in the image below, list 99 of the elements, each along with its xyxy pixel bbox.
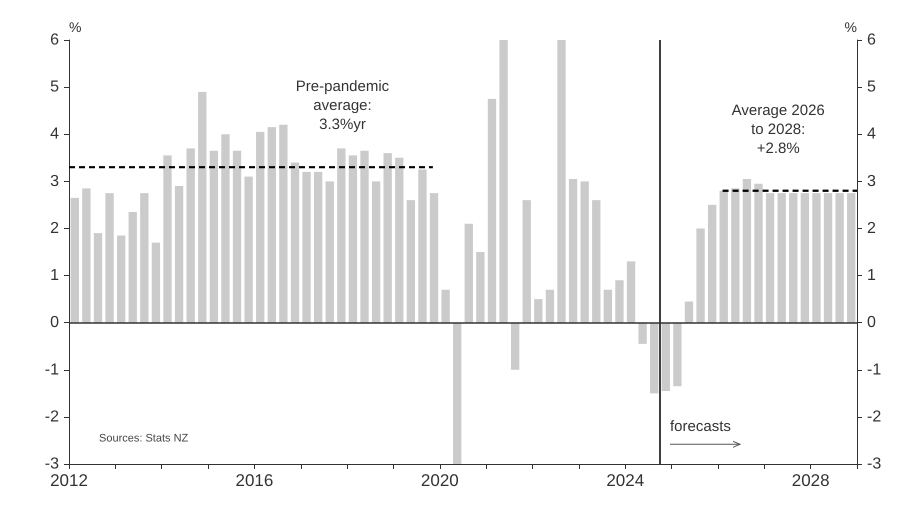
bar	[232, 150, 242, 323]
x-tick-label: 2016	[236, 471, 274, 490]
bar	[580, 181, 589, 323]
annotation: Pre-pandemic average: 3.3%yr	[296, 78, 390, 134]
bar	[789, 193, 798, 323]
y-tick-label: 4	[50, 126, 60, 143]
y2-tick-label: -2	[867, 408, 882, 426]
bar	[430, 193, 438, 323]
bar	[70, 198, 79, 323]
bar	[395, 158, 404, 323]
bar	[418, 170, 427, 323]
bar	[163, 155, 172, 323]
bar	[82, 188, 91, 323]
y-tick-label: 3	[50, 172, 60, 190]
y-tick-label: 5	[50, 78, 60, 96]
y2-axis-title: %	[844, 19, 857, 35]
bar	[604, 290, 612, 323]
bar	[650, 322, 658, 394]
bar	[210, 150, 218, 323]
annotation: Sources: Stats NZ	[99, 432, 189, 444]
bar	[360, 150, 369, 323]
bar	[105, 193, 114, 323]
bar	[326, 181, 334, 323]
bar	[673, 322, 682, 386]
bar	[268, 127, 276, 323]
bar	[568, 178, 578, 323]
bar	[824, 193, 832, 323]
x-tick-label: 2024	[606, 471, 644, 490]
bar	[557, 40, 566, 323]
bar	[94, 233, 102, 323]
bar	[348, 155, 358, 323]
annotation: Average 2026 to 2028: +2.8%	[732, 102, 825, 157]
bar	[546, 290, 554, 323]
y2-tick-label: 2	[867, 220, 876, 237]
bar	[684, 301, 694, 323]
bar	[441, 290, 450, 323]
bar	[626, 261, 636, 323]
y-tick-label: 0	[50, 314, 60, 332]
bar	[152, 242, 160, 323]
y2-tick-label: 4	[867, 126, 876, 143]
bar	[186, 148, 195, 323]
bar	[221, 134, 230, 323]
bar	[766, 193, 774, 323]
y2-tick-label: 6	[867, 32, 876, 48]
bar	[244, 176, 253, 323]
bar	[406, 200, 416, 323]
bar	[696, 228, 705, 323]
y2-tick-label: 0	[867, 314, 876, 332]
bar	[812, 193, 821, 323]
bar	[615, 280, 624, 323]
bar	[314, 172, 322, 323]
bar	[662, 322, 670, 391]
bar	[742, 178, 752, 323]
annotation: forecasts	[670, 418, 731, 435]
y2-tick-label: 1	[867, 267, 876, 284]
bar	[708, 204, 716, 323]
bar	[279, 124, 288, 323]
bar	[453, 322, 462, 464]
bar	[835, 193, 844, 323]
y-tick-label: 1	[50, 267, 60, 284]
bar	[522, 200, 531, 323]
bar	[847, 193, 856, 323]
bar	[510, 322, 520, 370]
bar	[174, 186, 184, 323]
y2-tick-label: 5	[867, 78, 876, 96]
bar	[256, 132, 264, 323]
bar	[198, 92, 206, 323]
y2-tick-label: -1	[867, 361, 882, 378]
y-tick-label: 6	[50, 32, 60, 48]
bar	[337, 148, 346, 323]
x-tick-label: 2012	[50, 471, 88, 490]
bar	[488, 98, 496, 323]
bar	[290, 162, 300, 323]
bar	[638, 322, 647, 344]
x-tick-label: 2020	[420, 471, 459, 490]
bar	[800, 193, 810, 323]
bar	[128, 212, 137, 323]
bar	[499, 40, 508, 323]
bar	[731, 188, 740, 323]
bar	[302, 172, 311, 323]
bar	[464, 224, 473, 323]
y-tick-label: -3	[44, 456, 60, 472]
y-axis-title: %	[69, 19, 82, 35]
bar	[372, 181, 380, 323]
bar	[140, 193, 148, 323]
bar	[476, 252, 485, 323]
bar	[778, 193, 786, 323]
x-tick-label: 2028	[792, 471, 830, 490]
bar	[534, 299, 542, 323]
y-tick-label: -1	[44, 361, 60, 378]
bar	[754, 184, 763, 323]
y2-tick-label: 3	[867, 172, 876, 190]
bar	[592, 200, 600, 323]
bar	[384, 153, 392, 323]
y-tick-label: 2	[50, 220, 60, 237]
bar	[116, 236, 126, 323]
y2-tick-label: -3	[867, 456, 882, 472]
y-tick-label: -2	[44, 408, 60, 426]
bar	[720, 190, 728, 323]
